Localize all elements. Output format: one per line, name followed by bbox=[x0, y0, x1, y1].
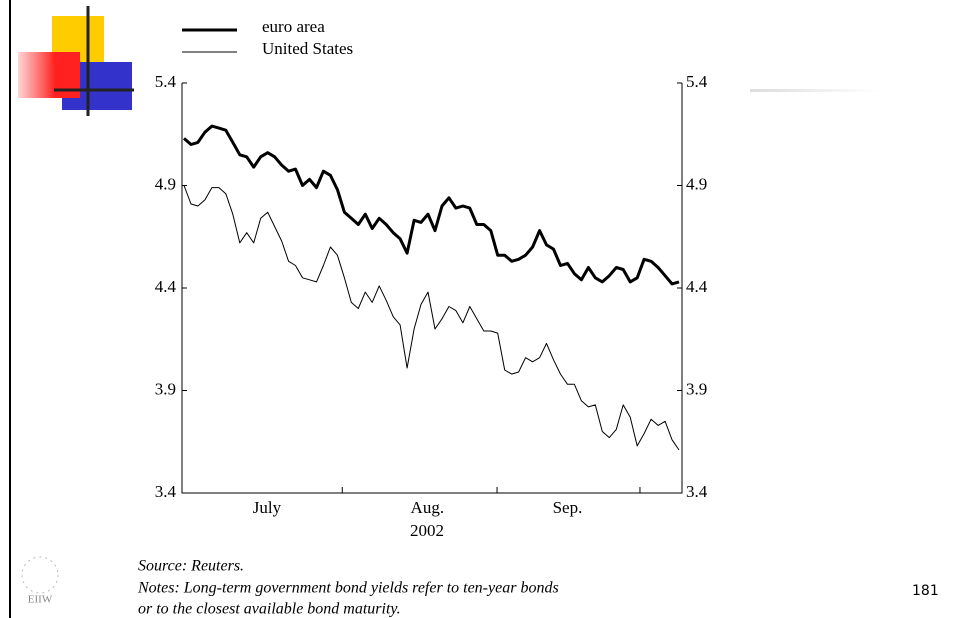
legend-label: euro area bbox=[262, 17, 325, 36]
series-line bbox=[183, 124, 680, 286]
source: Source: Reuters. bbox=[138, 558, 244, 575]
legend-label: United States bbox=[262, 39, 353, 58]
y2-tick-label: 3.4 bbox=[686, 482, 708, 501]
y2-tick-label: 4.4 bbox=[686, 277, 708, 296]
deco-fade bbox=[750, 89, 880, 92]
x-tick-label: Aug. bbox=[411, 498, 445, 517]
x-tick-label: Sep. bbox=[553, 498, 583, 517]
axis-frame bbox=[181, 83, 683, 494]
y-tick-label: 4.4 bbox=[155, 277, 177, 296]
y-tick-label: 4.9 bbox=[155, 174, 176, 193]
y-tick-label: 5.4 bbox=[155, 72, 177, 91]
y2-tick-label: 3.9 bbox=[686, 379, 707, 398]
page-number: 181 bbox=[912, 583, 939, 599]
x-tick-label: July bbox=[253, 498, 282, 517]
note-line: or to the closest available bond maturit… bbox=[138, 601, 401, 618]
series-line bbox=[183, 185, 680, 451]
y2-tick-label: 4.9 bbox=[686, 174, 707, 193]
logo: EIIW bbox=[28, 594, 53, 606]
note-line: Notes: Long-term government bond yields … bbox=[137, 580, 559, 597]
y2-tick-label: 5.4 bbox=[686, 72, 708, 91]
x-axis-label: 2002 bbox=[410, 521, 444, 540]
logo-stars bbox=[21, 556, 59, 594]
chart: 3.4 3.4 3.9 3.9 4.4 4.4 4.9 4.9 5.4 5.4 July Aug. Se… bbox=[155, 17, 708, 540]
y-tick-label: 3.9 bbox=[155, 379, 176, 398]
y-tick-label: 3.4 bbox=[155, 482, 177, 501]
